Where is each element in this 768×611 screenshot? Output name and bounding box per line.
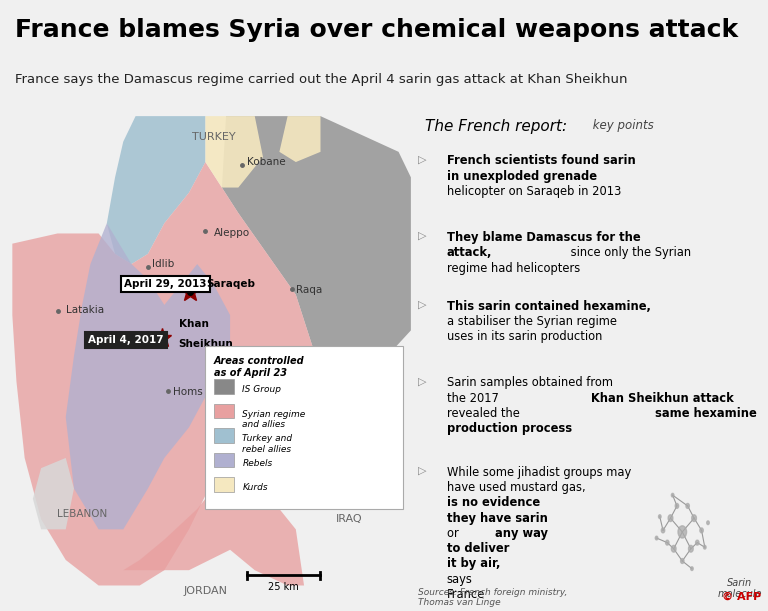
Text: TURKEY: TURKEY — [192, 131, 236, 142]
Text: says: says — [446, 573, 472, 586]
Bar — [214, 379, 234, 393]
Text: Sheikhun: Sheikhun — [179, 339, 233, 349]
Polygon shape — [205, 116, 263, 188]
Text: is no evidence: is no evidence — [446, 496, 540, 509]
Text: the 2017: the 2017 — [446, 392, 502, 404]
Text: have used mustard gas,: have used mustard gas, — [446, 481, 589, 494]
Circle shape — [661, 528, 665, 533]
Circle shape — [675, 503, 679, 508]
Bar — [214, 404, 234, 418]
FancyBboxPatch shape — [205, 346, 402, 509]
Circle shape — [692, 515, 697, 522]
Text: they have sarin: they have sarin — [446, 511, 548, 524]
Circle shape — [680, 558, 684, 563]
Text: While some jihadist groups may: While some jihadist groups may — [446, 466, 631, 478]
Text: ▷: ▷ — [418, 155, 426, 164]
Text: France says the Damascus regime carried out the April 4 sarin gas attack at Khan: France says the Damascus regime carried … — [15, 73, 628, 86]
Polygon shape — [222, 116, 411, 397]
Text: revealed the: revealed the — [446, 407, 523, 420]
Text: since only the Syrian: since only the Syrian — [567, 246, 691, 259]
Text: Raqa: Raqa — [296, 285, 322, 295]
Circle shape — [686, 503, 690, 508]
Text: ▷: ▷ — [418, 231, 426, 241]
Text: rebel allies: rebel allies — [243, 445, 292, 454]
Circle shape — [700, 528, 703, 533]
Text: regime had helicopters: regime had helicopters — [446, 262, 580, 274]
Polygon shape — [280, 116, 320, 162]
Text: it by air,: it by air, — [446, 557, 500, 571]
Circle shape — [658, 515, 661, 519]
Text: They blame Damascus for the: They blame Damascus for the — [446, 231, 641, 244]
Text: production process: production process — [446, 422, 571, 435]
Text: ▷: ▷ — [418, 466, 426, 475]
Text: Rebels: Rebels — [243, 459, 273, 468]
Text: ▷: ▷ — [418, 300, 426, 310]
Text: LEBANON: LEBANON — [57, 509, 108, 519]
Text: April 4, 2017: April 4, 2017 — [88, 335, 164, 345]
Text: in unexploded grenade: in unexploded grenade — [446, 170, 597, 183]
Text: The French report:: The French report: — [425, 119, 568, 134]
Circle shape — [671, 493, 674, 497]
Text: Khan Sheikhun attack: Khan Sheikhun attack — [591, 392, 733, 404]
Text: Areas controlled
as of April 23: Areas controlled as of April 23 — [214, 356, 304, 378]
Text: helicopter on Saraqeb in 2013: helicopter on Saraqeb in 2013 — [446, 185, 621, 198]
Text: Khan: Khan — [179, 319, 209, 329]
Text: JORDAN: JORDAN — [184, 585, 227, 596]
Circle shape — [688, 546, 694, 552]
Circle shape — [668, 515, 673, 522]
Text: a stabiliser the Syrian regime: a stabiliser the Syrian regime — [446, 315, 617, 328]
Text: Homs: Homs — [173, 387, 202, 397]
Polygon shape — [66, 223, 230, 529]
Text: Idlib: Idlib — [152, 259, 174, 269]
Text: Latakia: Latakia — [66, 305, 104, 315]
Text: any way: any way — [495, 527, 548, 540]
Circle shape — [696, 540, 699, 545]
Text: April 29, 2013: April 29, 2013 — [124, 279, 207, 291]
Text: uses in its sarin production: uses in its sarin production — [446, 331, 602, 343]
Circle shape — [707, 521, 710, 525]
Polygon shape — [107, 116, 205, 264]
Circle shape — [666, 540, 669, 545]
Text: Sarin
molecule: Sarin molecule — [717, 578, 762, 599]
Text: same hexamine: same hexamine — [654, 407, 756, 420]
Text: Turkey and: Turkey and — [243, 434, 293, 444]
Text: French scientists found sarin: French scientists found sarin — [446, 155, 635, 167]
Text: to deliver: to deliver — [446, 542, 509, 555]
Text: © AFP: © AFP — [722, 592, 761, 602]
Circle shape — [678, 526, 687, 538]
Polygon shape — [12, 162, 313, 585]
Text: Syrian regime: Syrian regime — [243, 410, 306, 419]
Text: France: France — [446, 588, 485, 601]
Circle shape — [703, 546, 706, 549]
Bar — [214, 428, 234, 442]
Text: key points: key points — [590, 119, 654, 132]
Polygon shape — [33, 458, 74, 529]
Text: and allies: and allies — [243, 420, 286, 429]
Text: Sources: French foreign ministry,
Thomas van Linge: Sources: French foreign ministry, Thomas… — [418, 588, 568, 607]
Text: IRAQ: IRAQ — [336, 514, 362, 524]
Text: Saraqeb: Saraqeb — [207, 279, 255, 289]
Text: 25 km: 25 km — [268, 582, 299, 592]
Bar — [214, 477, 234, 492]
Text: Kurds: Kurds — [243, 483, 268, 492]
Text: ▷: ▷ — [418, 376, 426, 386]
Text: Kobane: Kobane — [247, 157, 285, 167]
Text: France blames Syria over chemical weapons attack: France blames Syria over chemical weapon… — [15, 18, 739, 42]
Text: This sarin contained hexamine,: This sarin contained hexamine, — [446, 300, 650, 313]
Polygon shape — [123, 478, 304, 585]
Text: IS Group: IS Group — [243, 386, 281, 395]
Circle shape — [655, 536, 658, 540]
Bar — [214, 453, 234, 467]
Circle shape — [690, 567, 694, 571]
Text: Sarin samples obtained from: Sarin samples obtained from — [446, 376, 613, 389]
Text: or: or — [446, 527, 462, 540]
Circle shape — [671, 546, 676, 552]
Text: Aleppo: Aleppo — [214, 229, 250, 238]
Text: attack,: attack, — [446, 246, 492, 259]
